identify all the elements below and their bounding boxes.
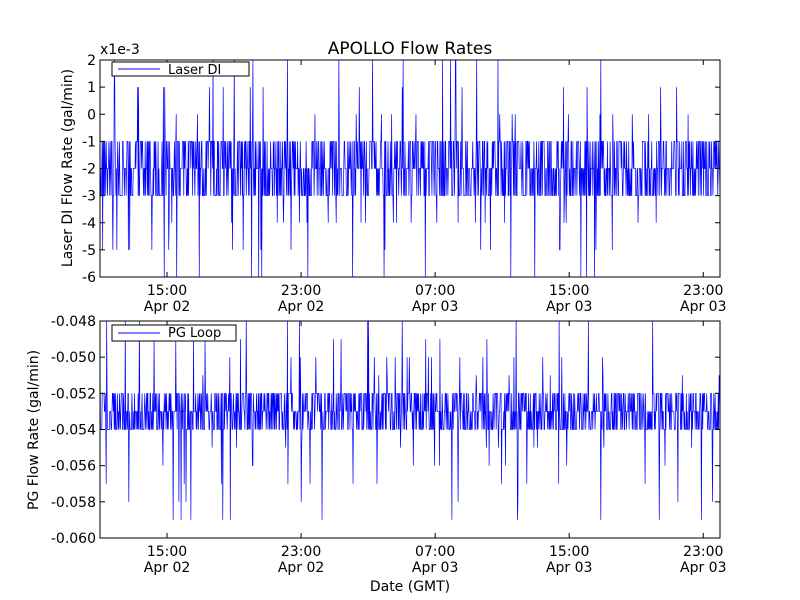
laser-di-y-tick-label: -6 (82, 270, 96, 286)
pg-loop-x-tick-date: Apr 02 (278, 560, 324, 576)
pg-loop-series (99, 320, 721, 520)
laser-di-x-tick-date: Apr 03 (412, 299, 458, 315)
pg-loop-x-tick-time: 07:00 (415, 544, 455, 560)
laser-di-legend-box (111, 61, 250, 77)
laser-di-y-tick-label: -4 (82, 216, 96, 232)
laser-di-y-tick-label: -3 (82, 189, 96, 205)
pg-loop-x-tick-time: 23:00 (281, 544, 321, 560)
laser-di-legend: Laser DI (111, 61, 250, 78)
chart-title: APOLLO Flow Rates (328, 39, 493, 59)
laser-di-y-axis-label: Laser DI Flow Rate (gal/min) (60, 69, 76, 267)
laser-di-x-tick-time: 15:00 (549, 283, 589, 299)
pg-loop-x-tick-date: Apr 03 (680, 560, 726, 576)
pg-loop-x-tick-date: Apr 02 (144, 560, 190, 576)
pg-loop-y-tick-label: -0.050 (51, 350, 96, 366)
pg-loop-x-tick-time: 23:00 (683, 544, 723, 560)
laser-di-y-tick-label: -5 (82, 243, 96, 259)
pg-loop-y-tick-label: -0.048 (51, 314, 96, 330)
pg-loop-legend-box (111, 324, 237, 342)
laser-di-x-tick-time: 15:00 (147, 283, 187, 299)
laser-di-scale-note: x1e-3 (100, 42, 140, 58)
pg-loop-x-tick-date: Apr 03 (412, 560, 458, 576)
pg-loop-legend-label: PG Loop (168, 326, 221, 341)
laser-di-x-tick-date: Apr 03 (680, 299, 726, 315)
laser-di-y-tick-label: 2 (87, 53, 96, 69)
pg-loop-legend: PG Loop (111, 324, 237, 342)
pg-loop-y-axis-label: PG Flow Rate (gal/min) (26, 350, 42, 510)
laser-di-y-ticks: 2 1 0 -1 -2 -3 -4 -5 -6 (82, 53, 720, 286)
laser-di-x-tick-date: Apr 03 (546, 299, 592, 315)
pg-loop-x-tick-time: 15:00 (549, 544, 589, 560)
pg-loop-y-tick-label: -0.058 (51, 495, 96, 511)
x-axis-label: Date (GMT) (370, 579, 450, 595)
laser-di-series (99, 59, 721, 278)
laser-di-legend-label: Laser DI (168, 63, 221, 78)
laser-di-x-tick-time: 07:00 (415, 283, 455, 299)
pg-loop-y-tick-label: -0.052 (51, 386, 96, 402)
laser-di-x-tick-date: Apr 02 (278, 299, 324, 315)
laser-di-y-tick-label: -1 (82, 134, 96, 150)
laser-di-series-line (99, 59, 721, 278)
laser-di-x-tick-time: 23:00 (281, 283, 321, 299)
pg-loop-y-tick-label: -0.054 (51, 423, 96, 439)
pg-loop-y-ticks: -0.048 -0.050 -0.052 -0.054 -0.056 -0.058 -0.0… (51, 314, 720, 547)
pg-loop-x-tick-time: 15:00 (147, 544, 187, 560)
pg-loop-series-line (99, 320, 721, 520)
pg-loop-x-tick-date: Apr 03 (546, 560, 592, 576)
pg-loop-panel: -0.048 -0.050 -0.052 -0.054 -0.056 -0.058 -0.0… (26, 314, 726, 576)
laser-di-y-tick-label: -2 (82, 162, 96, 178)
pg-loop-y-tick-label: -0.060 (51, 531, 96, 547)
laser-di-x-tick-date: Apr 02 (144, 299, 190, 315)
laser-di-y-tick-label: 1 (87, 80, 96, 96)
laser-di-y-tick-label: 0 (87, 107, 96, 123)
laser-di-x-tick-time: 23:00 (683, 283, 723, 299)
pg-loop-y-tick-label: -0.056 (51, 459, 96, 475)
